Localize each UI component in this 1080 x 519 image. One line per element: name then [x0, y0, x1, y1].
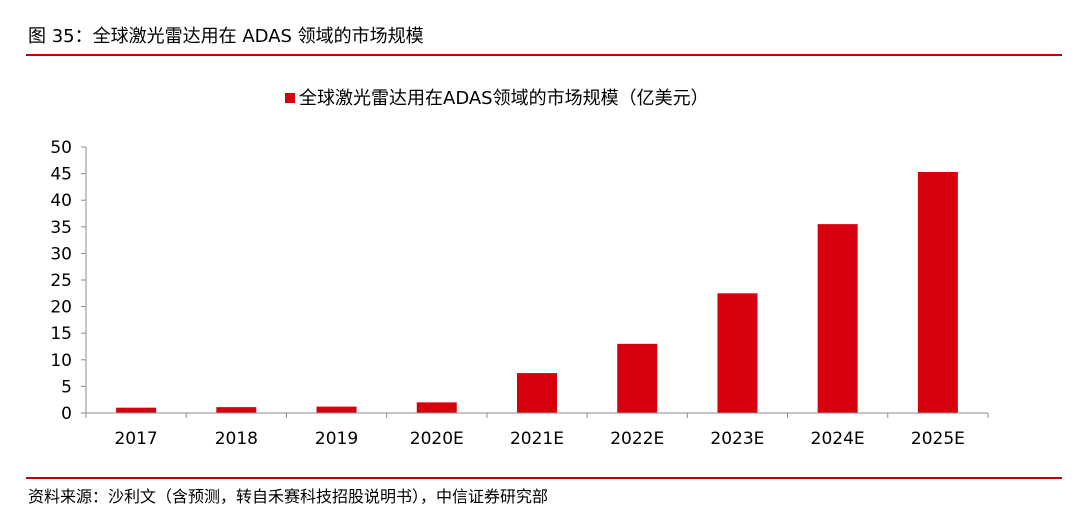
y-tick-label: 25	[50, 271, 72, 291]
bar-2019	[316, 406, 357, 413]
legend-label: 全球激光雷达用在ADAS领域的市场规模（亿美元）	[299, 88, 709, 109]
y-tick-label: 10	[50, 351, 72, 371]
legend-swatch	[285, 93, 295, 103]
x-tick-label: 2018	[215, 429, 258, 449]
x-tick-label: 2017	[114, 429, 157, 449]
x-tick-label: 2022E	[610, 429, 664, 449]
y-tick-label: 0	[61, 404, 72, 424]
y-tick-label: 45	[50, 165, 72, 185]
bar-2018	[216, 407, 257, 413]
bar-2020E	[416, 402, 457, 413]
bar-2022E	[617, 343, 658, 413]
y-tick-label: 50	[50, 138, 72, 158]
figure-title: 图 35：全球激光雷达用在 ADAS 领域的市场规模	[28, 26, 424, 47]
bar-2023E	[717, 293, 758, 413]
chart-legend: 全球激光雷达用在ADAS领域的市场规模（亿美元）	[285, 88, 709, 109]
bar-2025E	[917, 172, 958, 413]
source-note: 资料来源：沙利文（含预测，转自禾赛科技招股说明书），中信证券研究部	[28, 487, 549, 506]
x-tick-label: 2020E	[410, 429, 464, 449]
y-tick-label: 5	[61, 377, 72, 397]
bar-2021E	[517, 373, 557, 413]
x-tick-label: 2021E	[510, 429, 564, 449]
y-axis: 0 5 10 15 20 25 30 35 40 45 50	[50, 138, 87, 424]
x-tick-label: 2025E	[911, 429, 965, 449]
x-tick-label: 2019	[315, 429, 358, 449]
y-tick-label: 35	[50, 218, 72, 238]
bar-chart: 全球激光雷达用在ADAS领域的市场规模（亿美元） 0 5 10 15 20 25 30 35 4…	[50, 88, 989, 449]
x-tick-label: 2023E	[710, 429, 764, 449]
top-rule	[26, 54, 1062, 56]
bar-series	[116, 172, 958, 413]
y-tick-label: 20	[50, 298, 72, 318]
bar-2024E	[817, 224, 858, 413]
y-tick-label: 40	[50, 191, 72, 211]
x-axis: 2017 2018 2019 2020E 2021E 2022E 2023E 2024E 202…	[85, 412, 989, 449]
y-tick-label: 30	[50, 244, 72, 264]
bar-2017	[116, 407, 157, 413]
bottom-rule	[26, 477, 1062, 479]
x-tick-label: 2024E	[811, 429, 865, 449]
y-tick-label: 15	[50, 324, 72, 344]
